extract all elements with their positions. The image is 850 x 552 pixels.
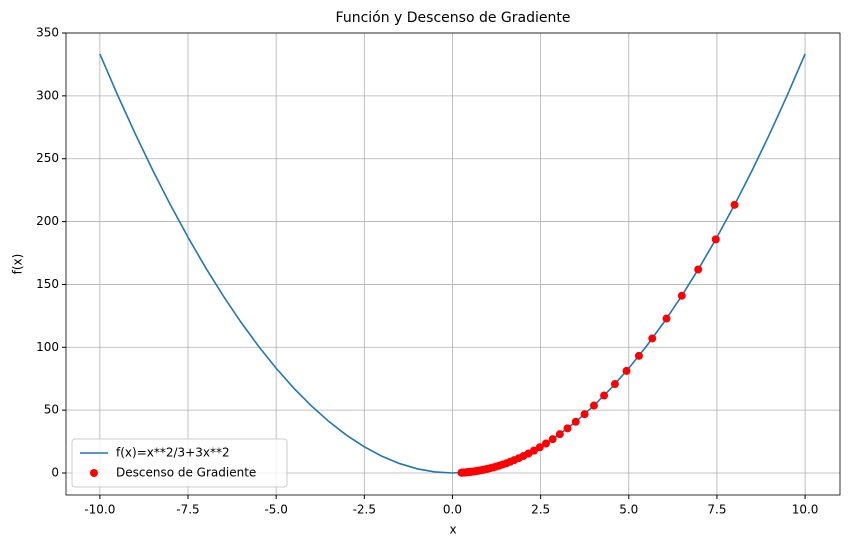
legend-label: f(x)=x**2/3+3x**2	[116, 446, 230, 460]
descent-point	[563, 424, 572, 433]
descent-point	[589, 401, 598, 410]
y-tick-label: 250	[36, 151, 59, 165]
x-tick-label: -10.0	[84, 503, 115, 517]
x-tick-label: -5.0	[264, 503, 287, 517]
descent-point	[535, 443, 544, 452]
x-tick-label: 0.0	[443, 503, 462, 517]
legend-label: Descenso de Gradiente	[116, 466, 256, 480]
x-tick-label: 2.5	[531, 503, 550, 517]
plot-frame	[65, 32, 841, 496]
descent-point	[571, 417, 580, 426]
y-tick-label: 0	[51, 466, 59, 480]
y-axis-label: f(x)	[11, 254, 25, 275]
descent-point	[600, 391, 609, 400]
y-tick-label: 300	[36, 88, 59, 102]
y-tick-label: 50	[44, 403, 59, 417]
function-line	[99, 53, 806, 474]
x-axis-label: x	[449, 523, 456, 537]
descent-point	[622, 366, 631, 375]
descent-point	[548, 435, 557, 444]
descent-point	[694, 265, 703, 274]
descent-point	[555, 430, 564, 439]
descent-point	[457, 468, 466, 477]
legend-swatch	[90, 469, 98, 477]
y-tick-label: 350	[36, 26, 59, 40]
legend-box	[71, 438, 288, 488]
x-tick-label: 5.0	[619, 503, 638, 517]
descent-point	[610, 380, 619, 389]
descent-point	[662, 314, 671, 323]
x-tick-label: 10.0	[792, 503, 819, 517]
x-tick-label: -2.5	[353, 503, 376, 517]
y-tick-label: 200	[36, 214, 59, 228]
y-tick-label: 150	[36, 277, 59, 291]
y-tick-label: 100	[36, 340, 59, 354]
descent-point	[730, 200, 739, 209]
descent-point	[648, 334, 657, 343]
descent-point	[634, 351, 643, 360]
descent-point	[580, 410, 589, 419]
descent-point	[542, 439, 551, 448]
x-tick-label: -7.5	[176, 503, 199, 517]
descent-point	[711, 235, 720, 244]
chart-title: Función y Descenso de Gradiente	[336, 10, 571, 26]
x-tick-label: 7.5	[707, 503, 726, 517]
descent-point	[677, 291, 686, 300]
